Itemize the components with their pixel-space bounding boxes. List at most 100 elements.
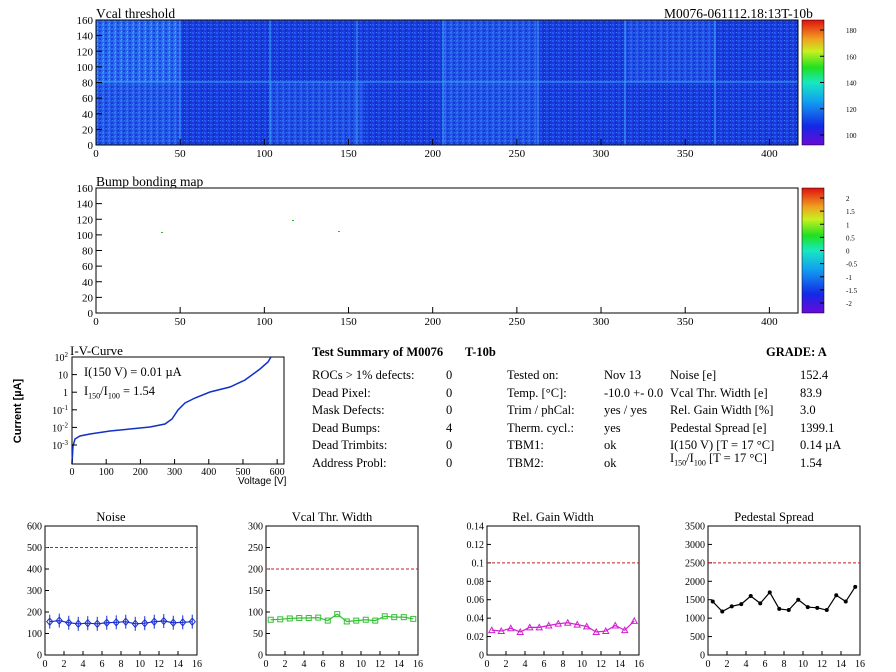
summary-value: 0 xyxy=(446,455,453,470)
small-chart-3: Pedestal Spread 0 2 4 6 8 10 12 14 16 0 500 1000 1500… xyxy=(685,510,865,670)
x-tick-label: 50 xyxy=(175,148,187,160)
x-tick-label: 400 xyxy=(761,148,778,160)
summary-value: 0 xyxy=(446,368,453,382)
palette-label: 0.5 xyxy=(846,234,855,242)
data-point xyxy=(372,617,379,624)
y-tick-label: 3000 xyxy=(685,540,705,551)
data-point xyxy=(267,616,274,623)
summary-value: -10.0 +- 0.0 xyxy=(604,385,664,400)
data-point xyxy=(353,617,360,624)
summary-label: Therm. cycl.: xyxy=(507,420,574,435)
y-tick-label: 100 xyxy=(77,62,94,74)
data-point xyxy=(381,613,388,620)
vcal-threshold-map: 0 50 100 150 200 250 300 350 400 0 20 40 60 80 100 120 1… xyxy=(77,15,858,160)
data-point xyxy=(611,621,620,629)
y-tick-label: 0.1 xyxy=(472,558,485,569)
x-tick-label: 0 xyxy=(93,148,99,160)
y-tick-label: 2500 xyxy=(685,558,705,569)
summary-label: Tested on: xyxy=(507,368,559,382)
y-tick-label: 200 xyxy=(248,565,263,576)
x-tick-label: 14 xyxy=(173,659,183,670)
y-tick-label: 120 xyxy=(77,214,94,226)
summary-label: I(150 V) [T = 17 °C] xyxy=(670,438,775,452)
ratio-label-sub1: 150 xyxy=(674,458,687,468)
y-tick-label: 0 xyxy=(88,140,94,152)
summary-label: Temp. [°C]: xyxy=(507,385,567,400)
small-chart-title: Rel. Gain Width xyxy=(512,510,594,524)
x-tick-label: 4 xyxy=(302,659,307,670)
iv-x-tick: 600 xyxy=(270,467,285,478)
y-tick-label: 60 xyxy=(82,261,94,273)
y-tick-label: 0 xyxy=(258,651,263,662)
summary-value: Nov 13 xyxy=(604,368,642,382)
data-point xyxy=(796,597,801,602)
ratio-label-sub2: 100 xyxy=(693,458,706,468)
y-tick-label: 600 xyxy=(27,522,42,533)
y-tick-label: 300 xyxy=(27,586,42,597)
y-tick-label: 500 xyxy=(690,632,705,643)
iv-x-tick: 200 xyxy=(133,467,148,478)
x-tick-label: 4 xyxy=(81,659,86,670)
y-tick-label: 40 xyxy=(82,277,94,289)
series-line xyxy=(491,620,635,633)
summary-value: 0 xyxy=(446,385,453,400)
summary-value: ok xyxy=(604,455,617,470)
palette-label: 1 xyxy=(846,221,850,229)
x-tick-label: 10 xyxy=(577,659,587,670)
dead-bump-marker xyxy=(292,220,294,221)
y-tick-label: 500 xyxy=(27,543,42,554)
module-id-label: M0076-061112.18:13T-10b xyxy=(664,6,813,21)
summary-value: 0 xyxy=(446,403,453,417)
y-tick-label: 80 xyxy=(82,246,94,258)
summary-title: Test Summary of M0076 xyxy=(312,345,444,359)
x-tick-label: 4 xyxy=(744,659,749,670)
x-tick-label: 2 xyxy=(283,659,288,670)
iv-x-tick: 0 xyxy=(70,467,75,478)
iv-y-tick: 10-2 xyxy=(52,421,68,434)
data-point xyxy=(324,617,331,624)
y-tick-label: 3500 xyxy=(685,522,705,533)
vcal-map-title: Vcal threshold xyxy=(96,6,176,21)
small-chart-1: Vcal Thr. Width 0 2 4 6 8 10 12 14 16 0 50 100 150 200… xyxy=(248,510,423,670)
y-tick-label: 1500 xyxy=(685,595,705,606)
x-tick-label: 16 xyxy=(192,659,202,670)
x-tick-label: 150 xyxy=(340,316,357,325)
series-line xyxy=(712,586,856,613)
y-tick-label: 1000 xyxy=(685,614,705,625)
data-point xyxy=(535,623,544,631)
iv-curve-line xyxy=(71,356,272,465)
data-point xyxy=(277,616,284,623)
data-point xyxy=(296,615,303,622)
x-tick-label: 0 xyxy=(43,659,48,670)
summary-value: 1.54 xyxy=(800,455,822,470)
x-tick-label: 10 xyxy=(135,659,145,670)
bump-map-title: Bump bonding map xyxy=(96,174,204,189)
data-point xyxy=(805,605,810,610)
x-tick-label: 16 xyxy=(855,659,865,670)
data-point xyxy=(563,618,572,626)
summary-value: 4 xyxy=(446,420,453,435)
bump-bonding-map: 0 50 100 150 200 250 300 350 4000204060801001201… xyxy=(77,183,858,325)
y-tick-label: 2000 xyxy=(685,577,705,588)
summary-label: TBM2: xyxy=(507,455,544,470)
iv-y-tick: 102 xyxy=(55,351,69,364)
data-point xyxy=(748,594,753,599)
iv-x-tick: 400 xyxy=(201,467,216,478)
data-point xyxy=(758,601,763,606)
x-tick-label: 14 xyxy=(836,659,846,670)
small-chart-title: Pedestal Spread xyxy=(734,510,814,524)
series-line xyxy=(49,619,193,625)
data-point xyxy=(843,599,848,604)
y-tick-label: 20 xyxy=(82,292,94,304)
series-line xyxy=(270,613,414,623)
y-tick-label: 0.12 xyxy=(467,540,485,551)
y-tick-label: 0 xyxy=(88,308,94,320)
iv-x-tick: 500 xyxy=(235,467,250,478)
dead-bump-marker xyxy=(161,232,163,233)
palette-label: 1.5 xyxy=(846,208,855,216)
x-tick-label: 350 xyxy=(677,316,694,325)
palette-label: -0.5 xyxy=(846,261,858,269)
summary-label: Pedestal Spread [e] xyxy=(670,420,767,435)
x-tick-label: 300 xyxy=(593,148,610,160)
